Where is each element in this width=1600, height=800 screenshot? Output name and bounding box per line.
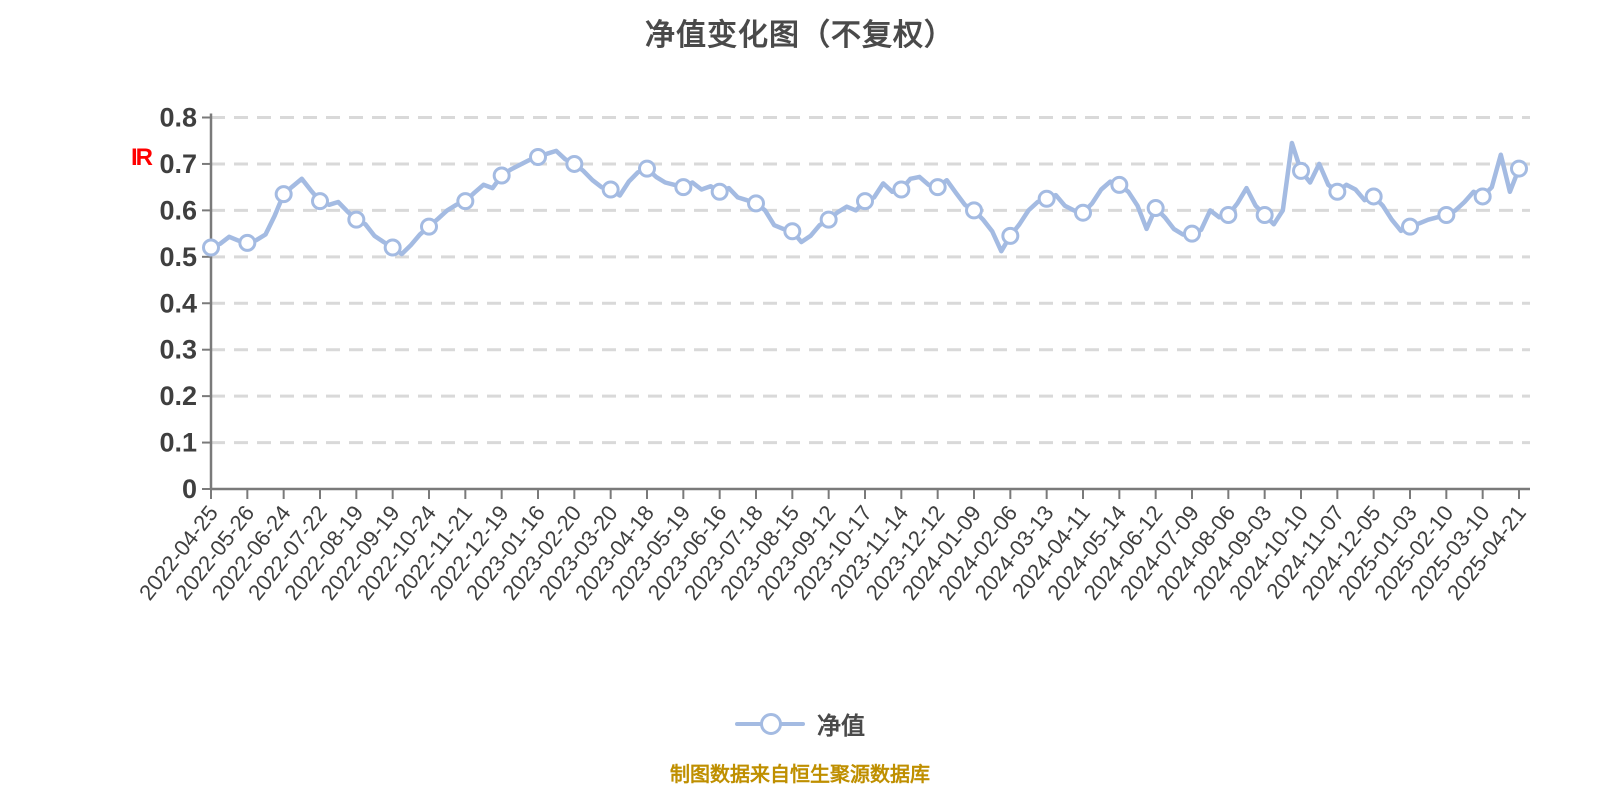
series-marker-dot: [1364, 187, 1383, 206]
series-marker-dot: [1037, 189, 1056, 208]
series-marker-dot: [1437, 206, 1456, 225]
series-marker-dot: [783, 222, 802, 241]
series-marker-dot: [1292, 161, 1310, 180]
series-marker-dot: [1473, 187, 1492, 206]
series-marker-dot: [1110, 175, 1129, 194]
y-tick-label: 0.2: [159, 381, 197, 411]
series-marker-dot: [565, 154, 584, 173]
series-marker-dot: [492, 166, 511, 185]
series-marker-dot: [856, 192, 874, 211]
series-marker-dot: [1219, 206, 1238, 225]
series-marker-dot: [601, 180, 620, 199]
data-source-caption: 制图数据来自恒生聚源数据库: [670, 764, 930, 786]
y-tick-label: 0.4: [159, 288, 197, 318]
series-marker-dot: [238, 233, 257, 252]
series-marker-dot: [1183, 224, 1201, 243]
series-marker-dot: [1074, 203, 1092, 222]
series-marker-dot: [202, 238, 220, 257]
series-marker-dot: [311, 192, 329, 211]
legend-label: 净值: [817, 713, 865, 740]
series-marker-dot: [892, 180, 911, 199]
series-marker-dot: [529, 147, 547, 166]
series-marker-dot: [965, 201, 983, 220]
legend: 净值: [0, 706, 1600, 741]
series-marker-dot: [928, 178, 947, 197]
red-watermark-text: IR: [131, 144, 153, 171]
legend-item-netvalue: 净值: [735, 706, 865, 741]
y-tick-label: 0.7: [159, 149, 197, 179]
y-tick-label: 0.5: [159, 242, 197, 272]
series-marker-dot: [347, 210, 366, 229]
series-marker-dot: [1255, 206, 1274, 225]
chart-title: 净值变化图（不复权）: [645, 19, 955, 52]
chart-plot-area: 00.10.20.30.40.50.60.70.82022-04-252022-…: [134, 103, 1531, 605]
y-tick-label: 0.3: [159, 335, 197, 365]
series-marker-dot: [1001, 226, 1020, 245]
series-marker-dot: [274, 185, 293, 204]
series-marker-dot: [456, 192, 475, 211]
series-marker-dot: [1401, 217, 1419, 236]
y-tick-label: 0: [182, 474, 197, 504]
series-marker-dot: [1146, 199, 1165, 218]
series-marker-dot: [638, 159, 656, 178]
series-marker-dot: [674, 178, 693, 197]
series-marker-dot: [747, 194, 765, 213]
y-tick-label: 0.8: [159, 103, 197, 133]
y-tick-label: 0.1: [159, 428, 197, 458]
series-marker-dot: [1328, 182, 1347, 201]
y-tick-label: 0.6: [159, 195, 197, 225]
series-marker-dot: [710, 182, 729, 201]
series-marker-dot: [420, 217, 438, 236]
series-marker-dot: [819, 210, 838, 229]
series-marker-dot: [383, 238, 402, 257]
legend-line-marker-icon: [735, 709, 805, 739]
series-marker-dot: [1510, 159, 1528, 178]
